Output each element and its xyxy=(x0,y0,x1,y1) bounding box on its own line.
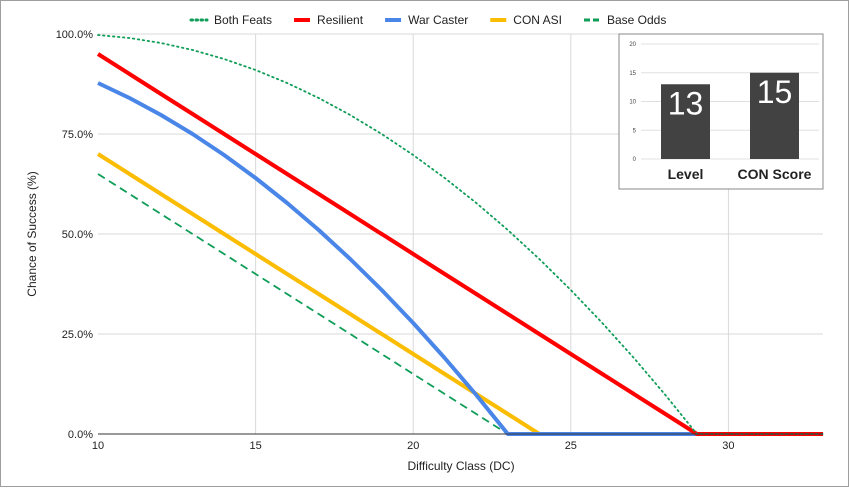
inset-bar-chart: 0 5 10 15 20 13 Level 15 CON Score xyxy=(618,33,824,190)
legend-label-base-odds: Base Odds xyxy=(607,13,666,27)
y-tick-label: 75.0% xyxy=(62,129,93,141)
series-line-base-odds xyxy=(97,173,823,435)
legend-label-con-asi: CON ASI xyxy=(513,13,562,27)
x-tick-label: 15 xyxy=(249,440,261,452)
gridlines xyxy=(98,33,823,434)
y-tick-label: 25.0% xyxy=(62,329,93,341)
x-tick-label: 10 xyxy=(92,440,104,452)
inset-bar xyxy=(661,84,710,159)
y-tick-label: 100.0% xyxy=(56,29,94,41)
legend-label-both-feats: Both Feats xyxy=(214,13,272,27)
legend: Both Feats Resilient War Caster CON ASI Base… xyxy=(189,13,666,27)
inset-category-label: CON Score xyxy=(738,166,812,182)
inset-y-tick-label: 20 xyxy=(629,42,636,48)
x-tick-label: 25 xyxy=(565,440,577,452)
inset-bar xyxy=(750,72,799,159)
x-tick-label: 30 xyxy=(722,440,734,452)
inset-bar-value: 13 xyxy=(668,85,704,121)
series-line-con-asi xyxy=(96,152,823,436)
x-axis-title: Difficulty Class (DC) xyxy=(407,459,514,473)
y-tick-label: 0.0% xyxy=(68,429,93,441)
inset-category-label: Level xyxy=(668,166,704,182)
legend-label-war-caster: War Caster xyxy=(408,13,468,27)
inset-y-tick-label: 0 xyxy=(633,157,637,163)
y-tick-label: 50.0% xyxy=(62,229,93,241)
inset-y-tick-label: 15 xyxy=(629,71,636,77)
inset-bar-value: 15 xyxy=(757,74,793,110)
inset-y-tick-label: 5 xyxy=(633,128,637,134)
y-axis-title: Chance of Success (%) xyxy=(25,171,39,296)
x-tick-label: 20 xyxy=(407,440,419,452)
axes: 0.0% 25.0% 50.0% 75.0% 100.0% 10 15 20 25 30 xyxy=(56,29,823,452)
inset-y-tick-label: 10 xyxy=(629,100,636,106)
legend-label-resilient: Resilient xyxy=(317,13,364,27)
